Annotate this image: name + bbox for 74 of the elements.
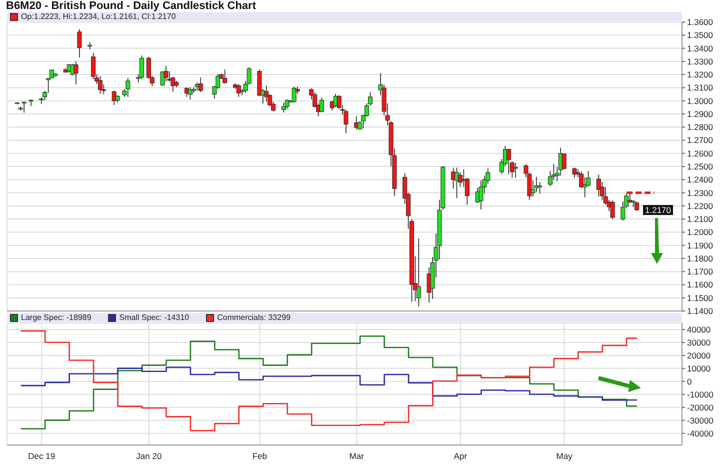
x-tick-label: Feb	[252, 451, 268, 462]
candlestick	[264, 85, 269, 102]
y-tick-label: 1.1900	[687, 240, 714, 250]
x-tick-label: Jan 20	[136, 451, 162, 462]
y-tick-label: 1.2800	[687, 122, 714, 132]
y-tick-label: 0	[687, 376, 692, 386]
candlestick	[22, 101, 26, 114]
y-tick-label: 1.3600	[687, 17, 714, 28]
candlestick	[292, 86, 296, 104]
candlestick	[513, 162, 518, 178]
y-tick-label: 1.2200	[687, 200, 714, 211]
x-tick-label: Mar	[349, 451, 364, 462]
candlestick	[77, 28, 82, 58]
legend-label: Small Spec: -14310	[119, 313, 190, 322]
x-tick-label: Apr	[454, 451, 468, 462]
candlestick	[538, 182, 542, 194]
candlestick	[634, 201, 640, 212]
y-tick-label: 1.1600	[687, 280, 714, 290]
y-tick-label: 1.2100	[687, 214, 714, 224]
y-tick-label: 1.3000	[687, 96, 714, 106]
legend-label: Large Spec: -18989	[21, 313, 92, 322]
candlestick	[416, 238, 421, 307]
y-tick-label: 1.1700	[687, 266, 714, 277]
candlestick	[610, 200, 615, 220]
candlestick	[98, 76, 102, 94]
candlestick	[74, 61, 78, 85]
y-tick-label: 1.3100	[687, 82, 714, 93]
candlestick	[281, 102, 286, 113]
chart-title: B6M20 - British Pound - Daily Candlestick Chart	[6, 0, 256, 12]
candlestick	[126, 77, 130, 98]
y-tick-label: 1.3300	[687, 56, 714, 66]
candlestick	[140, 55, 144, 80]
candlestick	[236, 84, 241, 98]
x-tick-label: Dec 19	[28, 451, 56, 462]
y-tick-label: 1.1800	[687, 253, 714, 264]
y-tick-label: 1.3400	[687, 43, 714, 54]
y-tick-label: 1.2700	[687, 135, 714, 146]
y-tick-label: 1.2300	[687, 188, 714, 198]
y-tick-label: 1.3500	[687, 30, 714, 40]
y-tick-label: 1.1500	[687, 292, 714, 303]
candlestick	[454, 167, 460, 199]
y-tick-label: 1.2500	[687, 162, 714, 172]
y-tick-label: -40000	[687, 428, 714, 438]
y-tick-label: 1.2000	[687, 227, 714, 238]
y-tick-label: 10000	[687, 363, 711, 374]
y-tick-label: 1.2400	[687, 174, 714, 185]
y-tick-label: -10000	[687, 389, 714, 400]
candlestick	[28, 99, 34, 106]
y-tick-label: 30000	[687, 337, 711, 348]
candlestick	[596, 174, 601, 197]
candlestick	[572, 167, 577, 178]
candlestick	[198, 77, 203, 93]
annotation: 1.2170	[643, 204, 673, 215]
candlestick	[164, 65, 168, 82]
y-tick-label: 1.3200	[687, 70, 714, 80]
candlestick	[506, 148, 511, 175]
y-tick-label: 40000	[687, 324, 711, 335]
text: Op:1.2223, Hi:1.2234, Lo:1.2161, Cl:1.2170	[21, 12, 176, 21]
candlestick	[188, 86, 192, 100]
y-tick-label: 20000	[687, 350, 711, 360]
candlestick	[320, 97, 324, 113]
y-tick-label: 1.2600	[687, 148, 714, 158]
candlestick	[91, 52, 96, 80]
candlestick	[344, 109, 348, 134]
legend-label: Commercials: 33299	[217, 313, 290, 322]
candlestick	[562, 153, 566, 170]
x-tick-label: May	[556, 451, 574, 462]
candlestick	[284, 99, 290, 110]
y-tick-label: -20000	[687, 402, 714, 412]
candlestick	[222, 69, 228, 84]
y-tick-label: 1.2900	[687, 108, 714, 119]
y-tick-label: 1.1400	[687, 306, 714, 316]
candlestick	[510, 160, 514, 178]
y-tick-label: -30000	[687, 415, 714, 426]
